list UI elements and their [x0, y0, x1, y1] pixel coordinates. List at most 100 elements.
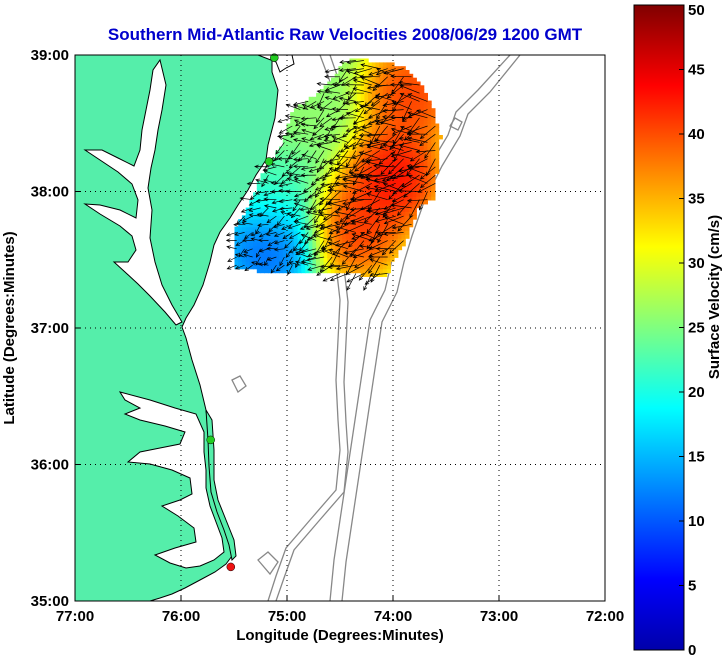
- velocity-arrow: [392, 166, 412, 180]
- velocity-cell: [394, 200, 399, 205]
- velocity-cell: [360, 85, 365, 90]
- velocity-arrow: [366, 232, 381, 250]
- velocity-cell: [256, 188, 262, 193]
- velocity-arrow: [399, 84, 420, 94]
- velocity-cell: [345, 234, 351, 239]
- velocity-cell: [338, 188, 343, 193]
- velocity-cell: [331, 200, 336, 205]
- velocity-cell: [267, 215, 273, 220]
- velocity-cell: [368, 89, 373, 94]
- velocity-cell: [357, 66, 362, 71]
- velocity-cell: [390, 85, 395, 90]
- velocity-arrow: [258, 262, 269, 267]
- velocity-arrow: [295, 251, 309, 258]
- velocity-arrow: [274, 174, 285, 185]
- velocity-cell: [271, 268, 276, 274]
- velocity-cell: [394, 230, 399, 235]
- velocity-cell: [357, 184, 362, 190]
- velocity-cell: [420, 200, 425, 205]
- velocity-cell: [382, 89, 388, 94]
- velocity-cell: [416, 85, 421, 90]
- velocity-cell: [301, 222, 306, 228]
- velocity-cell: [397, 245, 403, 251]
- velocity-cell: [357, 142, 362, 147]
- velocity-arrow: [304, 232, 317, 245]
- velocity-cell: [397, 104, 403, 109]
- velocity-cell: [394, 77, 399, 83]
- velocity-cell: [316, 112, 321, 117]
- velocity-cell: [297, 184, 302, 190]
- velocity-arrow: [284, 131, 301, 136]
- velocity-cell: [360, 268, 365, 274]
- velocity-cell: [386, 157, 391, 163]
- velocity-cell: [379, 73, 384, 79]
- velocity-cell: [382, 230, 388, 235]
- velocity-cell: [390, 138, 395, 144]
- velocity-cell: [349, 119, 354, 125]
- velocity-cell: [408, 184, 414, 190]
- velocity-cell: [371, 169, 377, 174]
- radar-station-marker: [264, 157, 274, 166]
- velocity-cell: [301, 264, 306, 270]
- velocity-cell: [394, 115, 399, 121]
- velocity-cell: [286, 226, 291, 232]
- velocity-arrow: [352, 117, 372, 125]
- velocity-cell: [397, 112, 403, 117]
- velocity-cell: [371, 62, 377, 67]
- velocity-cell: [394, 245, 399, 251]
- velocity-cell: [331, 104, 336, 109]
- velocity-cell: [386, 138, 391, 144]
- velocity-cell: [368, 146, 373, 151]
- velocity-cell: [345, 188, 351, 193]
- velocity-cell: [371, 268, 377, 274]
- velocity-cell: [353, 161, 358, 167]
- velocity-cell: [241, 222, 247, 228]
- velocity-cell: [401, 196, 406, 201]
- velocity-cell: [290, 211, 295, 216]
- velocity-cell: [375, 222, 380, 228]
- velocity-cell: [357, 207, 362, 212]
- velocity-cell: [357, 211, 362, 216]
- velocity-cell: [286, 238, 291, 243]
- velocity-cell: [331, 108, 336, 113]
- velocity-cell: [323, 222, 328, 228]
- velocity-cell: [375, 261, 380, 266]
- velocity-cell: [297, 131, 302, 136]
- velocity-cell: [386, 62, 391, 67]
- velocity-cell: [323, 257, 328, 262]
- velocity-cell: [420, 104, 425, 109]
- velocity-cell: [390, 131, 395, 136]
- velocity-cell: [323, 211, 328, 216]
- velocity-cell: [334, 264, 339, 270]
- velocity-arrow: [352, 125, 372, 134]
- velocity-cell: [382, 146, 388, 151]
- velocity-cell: [371, 226, 377, 232]
- velocity-cell: [334, 169, 339, 174]
- velocity-cell: [342, 73, 347, 79]
- velocity-cell: [290, 207, 295, 212]
- velocity-cell: [275, 211, 280, 216]
- velocity-cell: [301, 119, 306, 125]
- velocity-cell: [293, 238, 299, 243]
- velocity-cell: [342, 123, 347, 128]
- velocity-cell: [345, 73, 351, 79]
- velocity-cell: [390, 234, 395, 239]
- velocity-cell: [297, 135, 302, 140]
- velocity-arrow: [300, 248, 317, 254]
- velocity-cell: [379, 108, 384, 113]
- velocity-cell: [308, 211, 313, 216]
- velocity-cell: [275, 203, 280, 209]
- velocity-cell: [386, 261, 391, 266]
- velocity-cell: [342, 154, 347, 159]
- velocity-cell: [416, 203, 421, 209]
- velocity-cell: [297, 154, 302, 159]
- velocity-arrow: [315, 215, 333, 228]
- velocity-cell: [301, 226, 306, 232]
- velocity-arrow: [377, 224, 396, 236]
- velocity-arrow: [403, 183, 420, 198]
- velocity-arrow: [388, 183, 404, 200]
- velocity-cell: [382, 196, 388, 201]
- velocity-cell: [267, 184, 273, 190]
- velocity-cell: [431, 157, 436, 163]
- velocity-cell: [382, 135, 388, 140]
